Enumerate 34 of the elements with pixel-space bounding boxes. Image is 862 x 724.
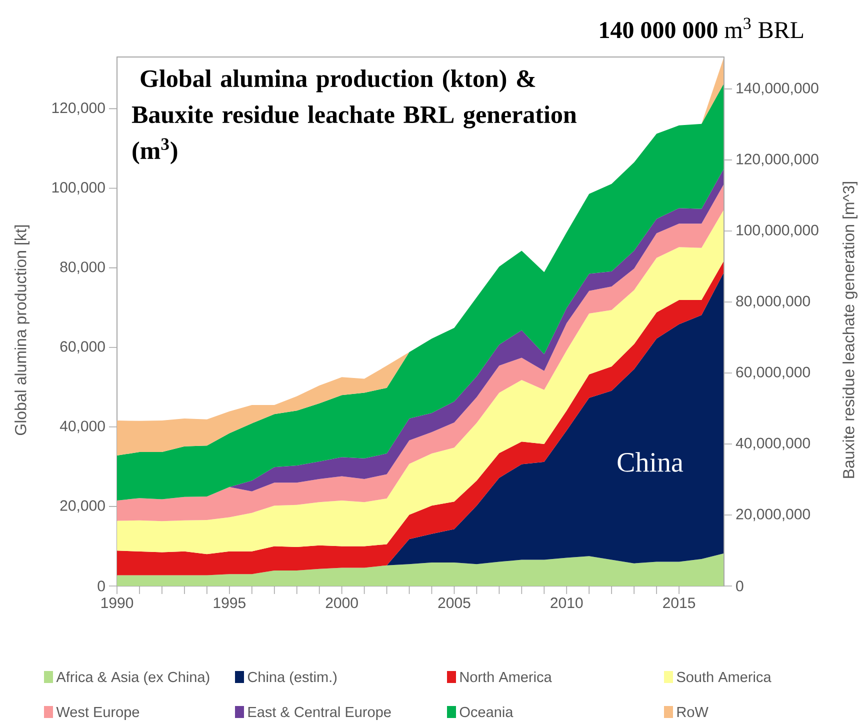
- legend-label: East & Central Europe: [248, 706, 391, 720]
- text: 140 000 000 m$^{3}$ BRL: [600, 18, 804, 38]
- y-axis-title: Global alumina production [kt]: [14, 225, 30, 436]
- y2-tick-label: 120,000,000: [736, 154, 818, 166]
- y-tick-label: 120,000: [52, 102, 105, 115]
- legend-label: South America: [676, 671, 772, 682]
- y2-tick-label: 20,000,000: [736, 508, 810, 522]
- y-tick-label: 40,000: [60, 420, 105, 434]
- x-tick-label: 2015: [663, 598, 696, 608]
- x-tick-label: 2005: [438, 598, 470, 608]
- legend-label: China (estim.): [248, 671, 337, 686]
- annotation: China: [618, 452, 684, 472]
- y2-tick-label: 100,000,000: [736, 224, 818, 238]
- legend-label: North America: [460, 671, 552, 682]
- x-tick-label: 2000: [326, 598, 358, 608]
- x-tick-label: 1990: [101, 598, 134, 608]
- y-tick-label: 60,000: [60, 341, 105, 354]
- text: Global alumina production (kton) & Bauxite residue leachate BRL generation (m$^{3}$): [132, 70, 576, 164]
- y2-tick-label: 0: [736, 580, 744, 592]
- y2-tick-label: 60,000,000: [736, 366, 810, 380]
- x-tick-label: 1995: [214, 598, 246, 608]
- y2-tick-label: 40,000,000: [736, 438, 810, 450]
- y-tick-label: 80,000: [60, 262, 105, 274]
- y-tick-label: 20,000: [60, 500, 105, 513]
- legend-label: Oceania: [460, 706, 514, 718]
- y2-axis-title: Bauxite residue leachate generation [m^3]: [842, 182, 858, 478]
- y-tick-label: 0: [98, 580, 105, 592]
- y2-tick-label: 140,000,000: [736, 82, 818, 96]
- y-tick-label: 100,000: [52, 182, 105, 194]
- legend-label: West Europe: [56, 707, 140, 720]
- legend-label: Africa & Asia (ex China): [56, 671, 210, 686]
- y2-tick-label: 80,000,000: [736, 296, 810, 308]
- legend-label: RoW: [677, 707, 708, 718]
- x-tick-label: 2010: [550, 598, 583, 608]
